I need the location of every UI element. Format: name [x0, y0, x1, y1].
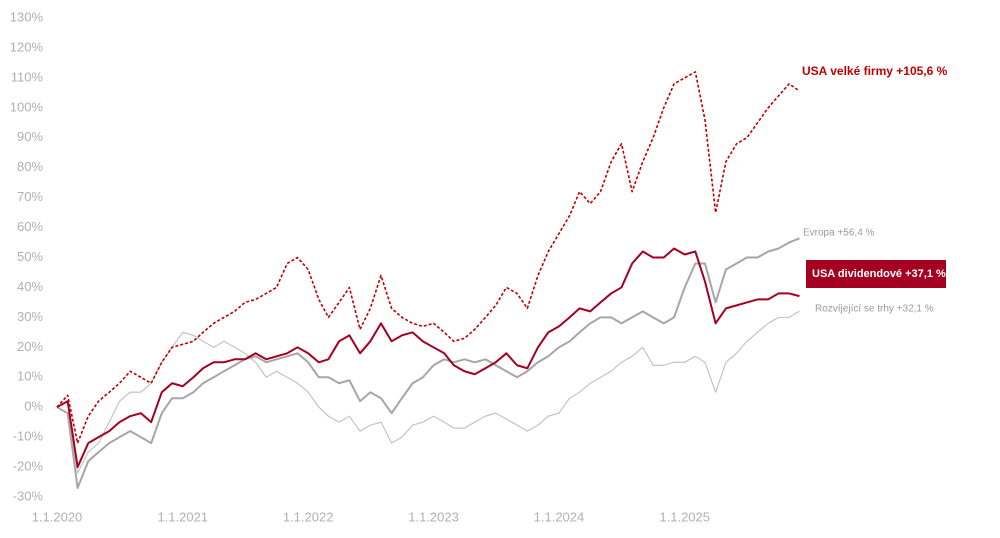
- x-tick-label: 1.1.2020: [32, 509, 83, 524]
- series-label: Rozvíjející se trhy +32,1 %: [815, 304, 934, 315]
- y-tick-label: 40%: [17, 279, 43, 294]
- x-tick-label: 1.1.2023: [408, 509, 459, 524]
- y-tick-label: 10%: [17, 369, 43, 384]
- x-tick-label: 1.1.2021: [157, 509, 208, 524]
- y-tick-label: 80%: [17, 159, 43, 174]
- series-line: [56, 237, 800, 490]
- y-tick-label: 110%: [11, 69, 44, 84]
- y-tick-label: 0%: [24, 399, 43, 414]
- y-tick-label: -30%: [13, 488, 44, 503]
- series-line: [56, 247, 800, 469]
- y-tick-label: 90%: [17, 129, 43, 144]
- y-tick-label: 130%: [10, 9, 44, 24]
- y-tick-label: 70%: [17, 189, 43, 204]
- y-tick-label: -20%: [13, 459, 44, 474]
- y-tick-label: -10%: [13, 429, 44, 444]
- series-label: USA dividendové +37,1 %: [812, 268, 946, 280]
- series-line: [56, 310, 800, 474]
- y-tick-label: 30%: [17, 309, 43, 324]
- y-tick-label: 50%: [17, 249, 43, 264]
- x-tick-label: 1.1.2024: [534, 509, 585, 524]
- series-line: [56, 71, 800, 444]
- y-tick-label: 20%: [17, 339, 43, 354]
- label-box: [806, 260, 946, 288]
- x-tick-label: 1.1.2025: [659, 509, 710, 524]
- y-tick-label: 120%: [10, 39, 44, 54]
- x-tick-label: 1.1.2022: [283, 509, 334, 524]
- series-label: USA velké firmy +105,6 %: [802, 64, 948, 78]
- y-tick-label: 100%: [10, 99, 44, 114]
- y-tick-label: 60%: [17, 219, 43, 234]
- series-label: Evropa +56,4 %: [803, 228, 875, 239]
